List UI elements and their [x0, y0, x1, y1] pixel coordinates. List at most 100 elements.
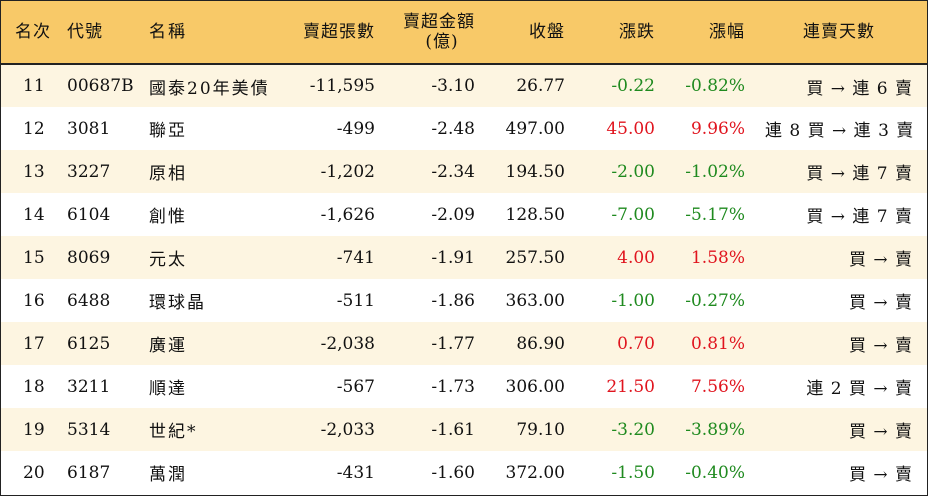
cell-change-pct: -0.82%: [685, 76, 745, 96]
cell-streak: 買 → 連 7 賣: [806, 207, 913, 227]
cell-change: -0.22: [611, 76, 655, 96]
cell-change-pct: 1.58%: [690, 247, 745, 268]
table-row: 16 6488 環球晶 -511 -1.86 363.00 -1.00 -0.27% 買 → 賣: [1, 279, 927, 322]
header-change: 漲跌: [619, 22, 655, 42]
cell-streak: 買 → 連 6 賣: [806, 78, 913, 99]
cell-net-amount: -2.34: [431, 161, 475, 182]
cell-rank: 19: [23, 419, 45, 440]
header-net-amount-line2: (億): [425, 32, 459, 52]
cell-close: 128.50: [505, 204, 565, 225]
cell-change: -1.00: [611, 290, 655, 311]
cell-change: -1.50: [611, 462, 655, 483]
cell-change: 21.50: [606, 376, 655, 397]
header-close: 收盤: [529, 22, 565, 42]
header-row: 名次 代號 名稱 賣超張數 賣超金額 (億) 收盤 漲跌 漲幅 連賣天數: [1, 1, 927, 64]
cell-name: 創惟: [149, 207, 187, 227]
header-name: 名稱: [149, 22, 187, 42]
cell-code: 3081: [67, 118, 111, 139]
cell-change-pct: 7.56%: [690, 376, 745, 397]
table-body: 11 00687B 國泰20年美債 -11,595 -3.10 26.77 -0.22 -0.…: [1, 64, 927, 494]
table-row: 11 00687B 國泰20年美債 -11,595 -3.10 26.77 -0.22 -0.…: [1, 64, 927, 107]
cell-net-amount: -1.91: [431, 247, 475, 268]
cell-change-pct: -1.02%: [685, 161, 745, 182]
cell-change-pct: 9.96%: [690, 118, 745, 139]
table-row: 17 6125 廣運 -2,038 -1.77 86.90 0.70 0.81% 買 → 賣: [1, 322, 927, 365]
cell-net-shares: -431: [336, 462, 375, 483]
cell-change: 0.70: [617, 333, 655, 354]
cell-name: 環球晶: [149, 293, 206, 313]
cell-net-shares: -1,626: [320, 204, 375, 225]
cell-net-amount: -1.60: [431, 462, 475, 483]
cell-name: 原相: [149, 164, 187, 184]
cell-net-shares: -1,202: [320, 161, 375, 182]
cell-name: 萬潤: [149, 465, 187, 485]
header-streak: 連賣天數: [803, 22, 875, 42]
cell-net-amount: -1.86: [431, 290, 475, 311]
cell-net-amount: -1.77: [431, 333, 475, 354]
cell-close: 194.50: [505, 161, 565, 182]
cell-change-pct: -0.27%: [685, 290, 745, 311]
cell-rank: 12: [23, 118, 45, 139]
cell-code: 5314: [67, 419, 111, 440]
cell-net-shares: -2,033: [320, 419, 375, 440]
cell-net-shares: -511: [336, 290, 375, 311]
cell-change-pct: 0.81%: [690, 333, 745, 354]
cell-net-shares: -741: [336, 247, 375, 268]
cell-net-amount: -1.61: [431, 419, 475, 440]
table-row: 20 6187 萬潤 -431 -1.60 372.00 -1.50 -0.40% 買 → 賣: [1, 451, 927, 494]
cell-streak: 連 8 買 → 連 3 賣: [765, 121, 915, 141]
cell-rank: 15: [23, 247, 45, 268]
table-header: 名次 代號 名稱 賣超張數 賣超金額 (億) 收盤 漲跌 漲幅 連賣天數: [1, 1, 927, 64]
cell-name: 國泰20年美債: [149, 78, 270, 99]
cell-change-pct: -0.40%: [685, 462, 745, 483]
cell-name: 順達: [149, 379, 187, 399]
cell-code: 6187: [67, 462, 111, 483]
cell-close: 372.00: [505, 462, 565, 483]
header-code: 代號: [67, 22, 103, 42]
header-net-amount-line1: 賣超金額: [403, 12, 475, 32]
header-rank: 名次: [15, 22, 51, 42]
cell-change-pct: -5.17%: [685, 204, 745, 225]
cell-name: 廣運: [149, 336, 187, 356]
cell-code: 6104: [67, 204, 111, 225]
table-row: 12 3081 聯亞 -499 -2.48 497.00 45.00 9.96% 連 8 買 →…: [1, 107, 927, 150]
table-row: 14 6104 創惟 -1,626 -2.09 128.50 -7.00 -5.17% 買 → …: [1, 193, 927, 236]
cell-streak: 買 → 賣: [848, 465, 913, 485]
cell-rank: 18: [23, 376, 45, 397]
cell-rank: 17: [23, 333, 45, 354]
cell-change: 4.00: [617, 247, 655, 268]
cell-net-shares: -567: [336, 376, 375, 397]
cell-net-amount: -3.10: [431, 76, 475, 96]
header-change-pct: 漲幅: [709, 22, 745, 42]
cell-rank: 14: [23, 204, 45, 225]
cell-streak: 買 → 賣: [848, 293, 913, 313]
cell-net-shares: -11,595: [309, 76, 375, 96]
cell-rank: 13: [23, 161, 45, 182]
cell-rank: 16: [23, 290, 45, 311]
cell-net-shares: -2,038: [320, 333, 375, 354]
table-row: 15 8069 元太 -741 -1.91 257.50 4.00 1.58% 買 → 賣: [1, 236, 927, 279]
cell-code: 6488: [67, 290, 111, 311]
header-net-shares: 賣超張數: [303, 22, 375, 42]
cell-close: 86.90: [516, 333, 565, 354]
table-row: 13 3227 原相 -1,202 -2.34 194.50 -2.00 -1.02% 買 → …: [1, 150, 927, 193]
cell-net-shares: -499: [336, 118, 375, 139]
cell-change: -2.00: [611, 161, 655, 182]
cell-streak: 買 → 賣: [848, 336, 913, 356]
cell-close: 26.77: [516, 76, 565, 96]
cell-close: 497.00: [505, 118, 565, 139]
cell-code: 3211: [67, 376, 111, 397]
cell-code: 3227: [67, 161, 111, 182]
cell-close: 363.00: [505, 290, 565, 311]
cell-name: 世紀*: [149, 422, 198, 442]
cell-streak: 買 → 連 7 賣: [806, 164, 913, 184]
cell-name: 元太: [149, 250, 187, 270]
cell-streak: 連 2 買 → 賣: [806, 379, 913, 399]
cell-code: 00687B: [67, 76, 134, 96]
cell-change: -7.00: [611, 204, 655, 225]
cell-change: 45.00: [606, 118, 655, 139]
cell-name: 聯亞: [149, 121, 187, 141]
cell-close: 306.00: [505, 376, 565, 397]
table-row: 18 3211 順達 -567 -1.73 306.00 21.50 7.56% 連 2 買 →…: [1, 365, 927, 408]
